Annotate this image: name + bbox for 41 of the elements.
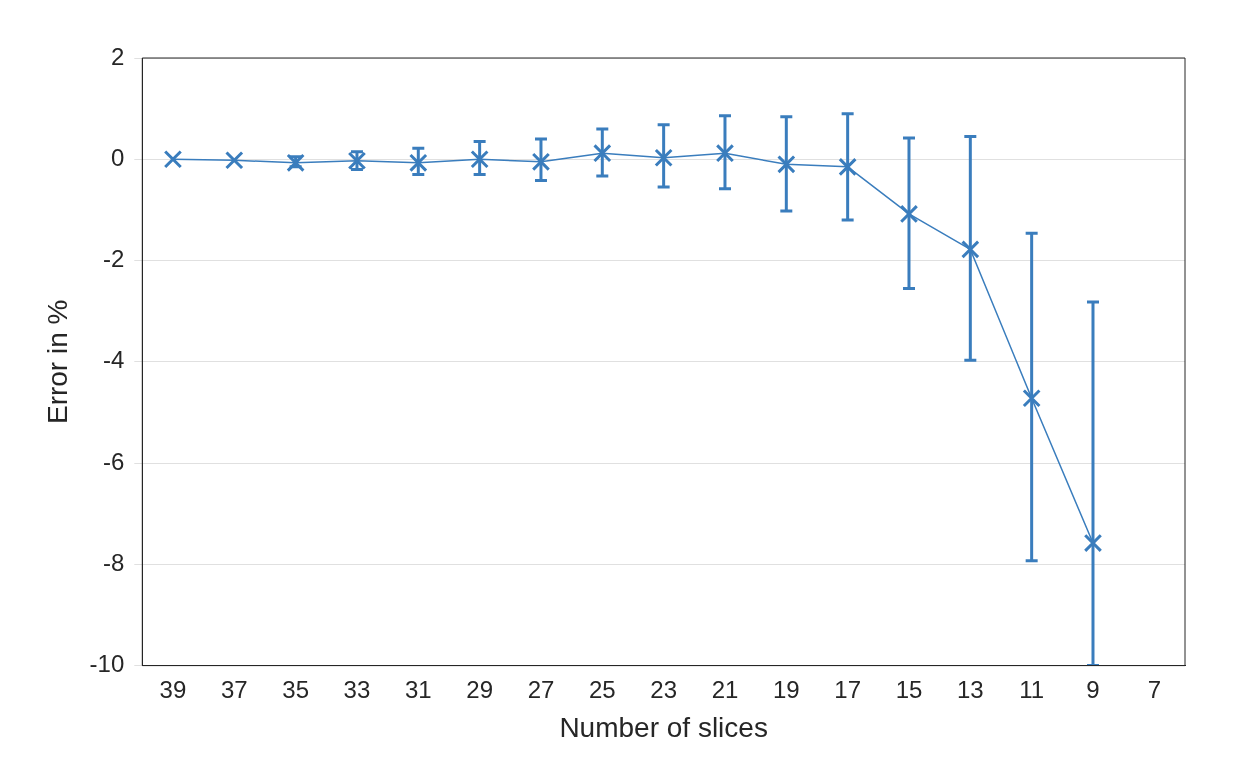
y-tick-label: -8 xyxy=(102,548,125,576)
point xyxy=(470,149,489,169)
point xyxy=(409,153,428,173)
x-tick-label: 37 xyxy=(220,675,248,703)
y-tick-label: -10 xyxy=(89,650,125,678)
x-tick-label: 9 xyxy=(1086,675,1100,703)
y-tick-label: -4 xyxy=(102,346,125,374)
point xyxy=(1022,388,1041,408)
point xyxy=(715,143,735,163)
x-tick-label: 31 xyxy=(404,675,432,703)
x-tick-label: 33 xyxy=(343,675,371,703)
x-tick-label: 29 xyxy=(466,675,493,703)
point xyxy=(531,152,551,172)
x-tick-label: 21 xyxy=(711,675,739,703)
y-tick-label: 2 xyxy=(110,42,125,70)
point xyxy=(163,149,183,169)
y-tick-label: 0 xyxy=(110,143,125,171)
y-tick-label: -2 xyxy=(102,245,125,273)
point xyxy=(777,155,796,174)
x-tick-label: 25 xyxy=(588,675,616,703)
x-tick-label: 11 xyxy=(1019,675,1045,703)
point xyxy=(654,148,673,168)
point xyxy=(286,153,305,173)
x-tick-label: 39 xyxy=(159,675,187,703)
x-tick-label: 15 xyxy=(895,675,923,703)
x-tick-label: 17 xyxy=(834,675,861,703)
x-tick-label: 13 xyxy=(956,675,984,703)
x-tick-label: 23 xyxy=(650,675,677,703)
point xyxy=(961,240,980,259)
point xyxy=(593,143,612,163)
point xyxy=(225,151,244,170)
y-axis-title: Error in % xyxy=(41,299,73,425)
point xyxy=(1083,533,1103,553)
x-tick-label: 35 xyxy=(282,675,309,703)
x-tick-label: 7 xyxy=(1147,675,1162,703)
point xyxy=(838,157,857,177)
y-tick-label: -6 xyxy=(102,447,125,475)
x-tick-label: 27 xyxy=(527,675,555,703)
x-axis-title: Number of slices xyxy=(559,711,768,743)
point xyxy=(899,204,919,224)
x-tick-label: 19 xyxy=(772,675,800,703)
